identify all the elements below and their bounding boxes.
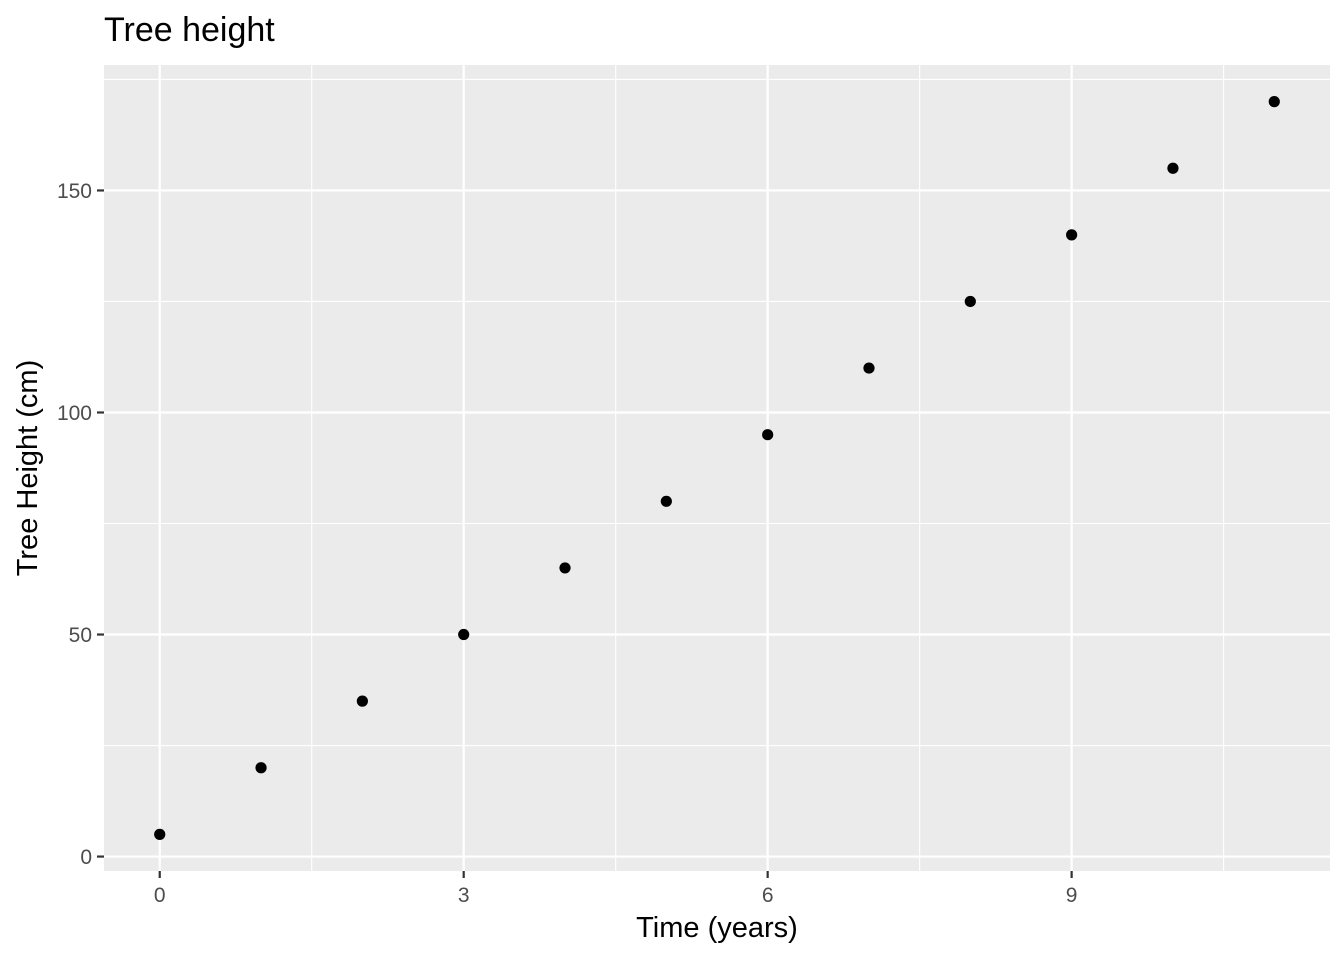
x-tick-label: 6 [762, 884, 774, 907]
data-point [964, 295, 976, 308]
data-point [255, 762, 267, 774]
x-axis-title: Time (years) [636, 912, 798, 944]
data-point [863, 362, 875, 374]
minor-gridlines [104, 65, 1330, 871]
data-point [559, 562, 571, 574]
data-point [458, 628, 470, 641]
y-tick-label: 50 [69, 624, 92, 647]
chart-title: Tree height [104, 11, 275, 49]
major-gridlines [104, 65, 1330, 871]
x-tick-label: 0 [154, 884, 166, 907]
plot-panel [104, 65, 1330, 871]
data-points [154, 96, 1280, 840]
y-tick-label: 0 [80, 846, 92, 869]
y-axis-title: Tree Height (cm) [12, 360, 44, 576]
data-point [1066, 229, 1078, 241]
data-point [1167, 162, 1179, 174]
data-point [660, 495, 672, 507]
x-tick-label: 3 [458, 884, 470, 907]
y-axis: 0 50 100 150 [57, 180, 104, 869]
data-point [356, 695, 368, 707]
x-tick-label: 9 [1066, 884, 1078, 907]
data-point [154, 828, 166, 840]
data-point [762, 429, 774, 441]
y-tick-label: 150 [57, 180, 92, 203]
x-axis: 0 3 6 9 [154, 871, 1078, 907]
data-point [1268, 96, 1280, 108]
y-tick-label: 100 [57, 402, 92, 425]
